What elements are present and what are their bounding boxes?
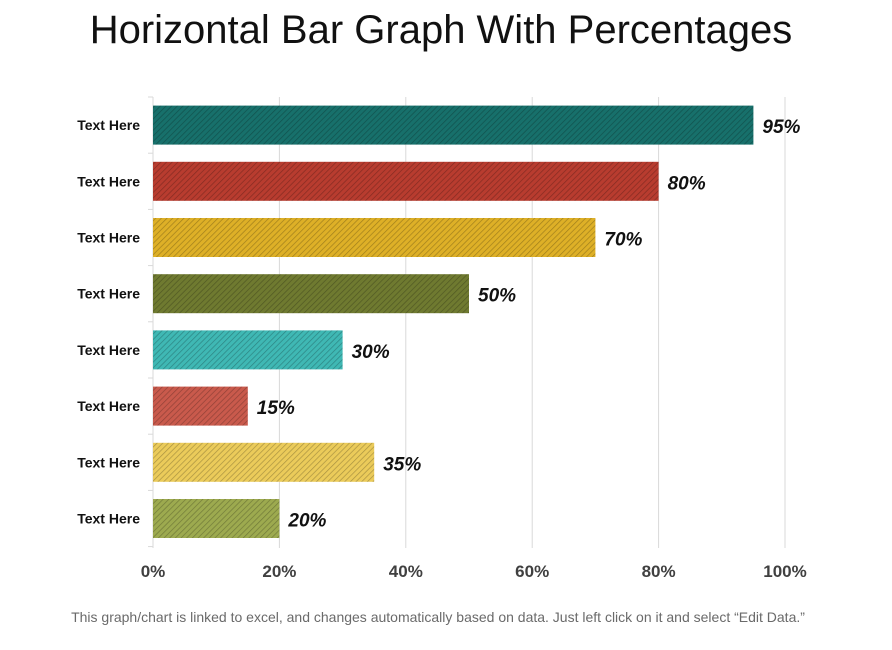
x-tick-label: 40%	[389, 562, 423, 581]
data-label: 80%	[668, 173, 706, 194]
label-layer: 0% 20% 40% 60% 80% 100% Text Here 95% Text Here 8…	[77, 117, 807, 581]
category-label: Text Here	[77, 398, 140, 414]
data-label: 15%	[257, 398, 295, 419]
category-label: Text Here	[77, 511, 140, 527]
category-label: Text Here	[77, 342, 140, 358]
footnote: This graph/chart is linked to excel, and…	[71, 609, 805, 625]
data-label: 30%	[352, 342, 390, 363]
bar	[153, 274, 469, 314]
x-tick-label: 100%	[763, 562, 806, 581]
bar	[153, 330, 343, 370]
category-label: Text Here	[77, 173, 140, 189]
bar	[153, 386, 248, 426]
data-label: 70%	[604, 230, 642, 251]
data-label: 50%	[478, 286, 516, 307]
x-tick-label: 0%	[141, 562, 166, 581]
x-tick-label: 80%	[642, 562, 676, 581]
category-label: Text Here	[77, 454, 140, 470]
bar	[153, 105, 754, 145]
bar-layer	[153, 105, 754, 538]
data-label: 95%	[762, 117, 800, 138]
data-label: 20%	[287, 511, 326, 532]
x-tick-label: 60%	[515, 562, 549, 581]
chart-title: Horizontal Bar Graph With Percentages	[89, 8, 793, 52]
bar	[153, 161, 659, 201]
category-label: Text Here	[77, 286, 140, 302]
x-tick-label: 20%	[262, 562, 296, 581]
category-label: Text Here	[77, 117, 140, 133]
bar	[153, 499, 280, 538]
data-label: 35%	[383, 454, 421, 475]
bar	[153, 218, 596, 257]
bar	[153, 442, 375, 482]
category-label: Text Here	[77, 230, 140, 246]
